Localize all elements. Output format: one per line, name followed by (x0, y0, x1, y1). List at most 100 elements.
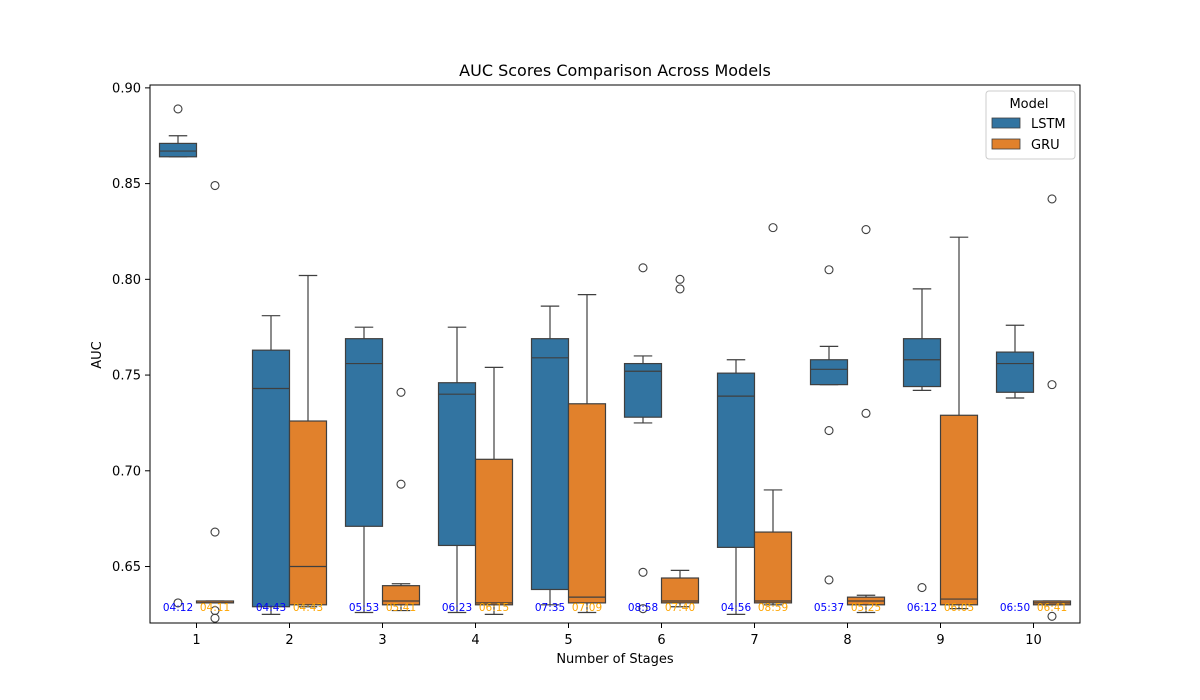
gru-outlier-point (210, 527, 220, 537)
gru-box (753, 531, 793, 604)
lstm-box (437, 382, 477, 547)
gru-outlier-point (675, 274, 685, 284)
x-axis-label: Number of Stages (556, 652, 674, 667)
x-tick-label: 7 (750, 633, 758, 648)
y-tick-label: 0.70 (112, 464, 141, 479)
gru-outlier-point (1047, 380, 1057, 390)
lstm-box-group (716, 359, 756, 615)
plot-frame (149, 84, 1081, 624)
gru-box-group (846, 225, 886, 614)
lstm-box (251, 349, 291, 608)
lstm-time-label: 06:12 (907, 602, 937, 614)
gru-box-group (381, 387, 421, 612)
lstm-box-group (902, 288, 942, 593)
legend-label-lstm: LSTM (1031, 117, 1066, 132)
gru-outlier-point (396, 387, 406, 397)
lstm-time-label: 05:37 (814, 602, 844, 614)
gru-box (381, 585, 421, 606)
gru-box-group (939, 236, 979, 610)
gru-time-label: 07:40 (665, 602, 695, 614)
lstm-box (902, 338, 942, 388)
gru-time-label: 04:11 (200, 602, 230, 614)
y-tick-label: 0.80 (112, 273, 141, 288)
lstm-time-label: 06:23 (442, 602, 472, 614)
y-axis-label: AUC (90, 341, 105, 369)
chart-title: AUC Scores Comparison Across Models (459, 61, 771, 80)
lstm-box-group (251, 315, 291, 615)
y-tick-label: 0.65 (112, 560, 141, 575)
gru-time-label: 07:09 (572, 602, 602, 614)
gru-outlier-point (210, 613, 220, 623)
legend-swatch-lstm (991, 117, 1021, 129)
gru-box-group (567, 294, 607, 614)
gru-time-label: 06:41 (1037, 602, 1067, 614)
gru-outlier-point (861, 225, 871, 235)
lstm-outlier-point (638, 604, 648, 614)
lstm-box-group (623, 263, 663, 614)
lstm-outlier-point (917, 583, 927, 593)
gru-box (474, 458, 514, 606)
lstm-box-group (809, 265, 849, 585)
gru-outlier-point (1047, 611, 1057, 621)
y-tick-label: 0.75 (112, 369, 141, 384)
x-tick-label: 4 (471, 633, 479, 648)
lstm-outlier-point (173, 598, 183, 608)
x-tick-label: 1 (192, 633, 200, 648)
legend: Model LSTM GRU (985, 90, 1076, 160)
lstm-box-group (530, 305, 570, 606)
gru-time-label: 06:05 (944, 602, 974, 614)
lstm-outlier-point (638, 263, 648, 273)
lstm-box-group (344, 326, 384, 614)
legend-label-gru: GRU (1031, 138, 1060, 153)
lstm-box (530, 338, 570, 591)
lstm-time-label: 04:56 (721, 602, 752, 614)
lstm-outlier-point (173, 104, 183, 114)
gru-outlier-point (210, 180, 220, 191)
gru-box-group (660, 274, 700, 608)
x-tick-label: 9 (936, 633, 944, 648)
gru-box (939, 414, 979, 606)
lstm-outlier-point (638, 567, 648, 577)
x-tick-label: 10 (1025, 633, 1042, 648)
gru-time-label: 05:25 (851, 602, 881, 614)
x-tick-label: 3 (378, 633, 386, 648)
gru-box-group (1032, 194, 1072, 621)
gru-time-label: 08:59 (758, 602, 788, 614)
lstm-box-group (995, 324, 1035, 399)
gru-box-group (753, 223, 793, 606)
lstm-outlier-point (824, 265, 834, 275)
gru-box-group (195, 180, 235, 623)
y-tick-label: 0.90 (112, 81, 141, 96)
lstm-time-label: 04:12 (163, 602, 193, 614)
lstm-time-label: 05:53 (349, 602, 379, 614)
lstm-box (158, 142, 198, 158)
gru-box (567, 403, 607, 604)
legend-title: Model (1009, 97, 1048, 112)
gru-box-group (474, 366, 514, 615)
gru-box (288, 420, 328, 606)
gru-time-label: 05:41 (386, 602, 416, 614)
lstm-box (716, 372, 756, 548)
gru-outlier-point (768, 223, 778, 233)
gru-time-label: 06:15 (479, 602, 509, 614)
lstm-box (344, 338, 384, 527)
x-tick-label: 2 (285, 633, 293, 648)
lstm-time-label: 04:43 (256, 602, 286, 614)
gru-outlier-point (861, 408, 871, 418)
gru-box-group (288, 274, 328, 608)
lstm-time-label: 08:58 (628, 602, 658, 614)
gru-outlier-point (675, 284, 685, 294)
gru-outlier-point (1047, 194, 1057, 204)
lstm-box (995, 351, 1035, 393)
gru-outlier-point (396, 479, 406, 489)
plot-area: 0.65 0.70 0.75 0.80 0.85 0.90 1 2 3 4 5 6 7 8 9 10 04:12… (112, 81, 1072, 648)
lstm-time-label: 07:35 (535, 602, 565, 614)
x-tick-label: 8 (843, 633, 851, 648)
lstm-outlier-point (824, 575, 834, 585)
lstm-outlier-point (824, 426, 834, 436)
x-tick-label: 6 (657, 633, 665, 648)
lstm-box-group (158, 104, 198, 608)
legend-swatch-gru (991, 138, 1021, 150)
lstm-box (623, 362, 663, 418)
